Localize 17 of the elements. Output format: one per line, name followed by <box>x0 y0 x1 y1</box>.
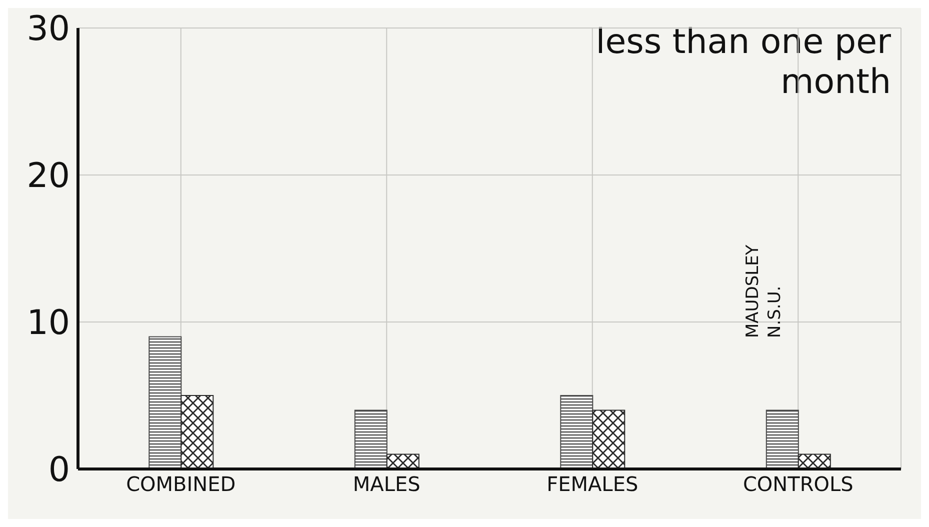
bar <box>180 395 214 469</box>
y-tick-label: 20 <box>26 156 70 196</box>
bar <box>354 410 388 469</box>
y-tick-label: 0 <box>48 450 70 490</box>
x-tick-label: COMBINED <box>126 472 236 496</box>
annotation: MAUDSLEY <box>743 244 763 338</box>
y-tick-label: 30 <box>26 9 70 50</box>
chart-title: less than one per month <box>594 22 891 102</box>
bar <box>560 395 594 469</box>
annotation: N.S.U. <box>765 286 785 338</box>
x-tick-label: CONTROLS <box>742 472 854 496</box>
x-tick-label: MALES <box>352 472 420 496</box>
bar <box>148 336 182 469</box>
bar <box>592 410 626 469</box>
y-tick-label: 10 <box>26 303 70 344</box>
x-tick-label: FEMALES <box>546 472 638 496</box>
bar <box>766 410 799 469</box>
